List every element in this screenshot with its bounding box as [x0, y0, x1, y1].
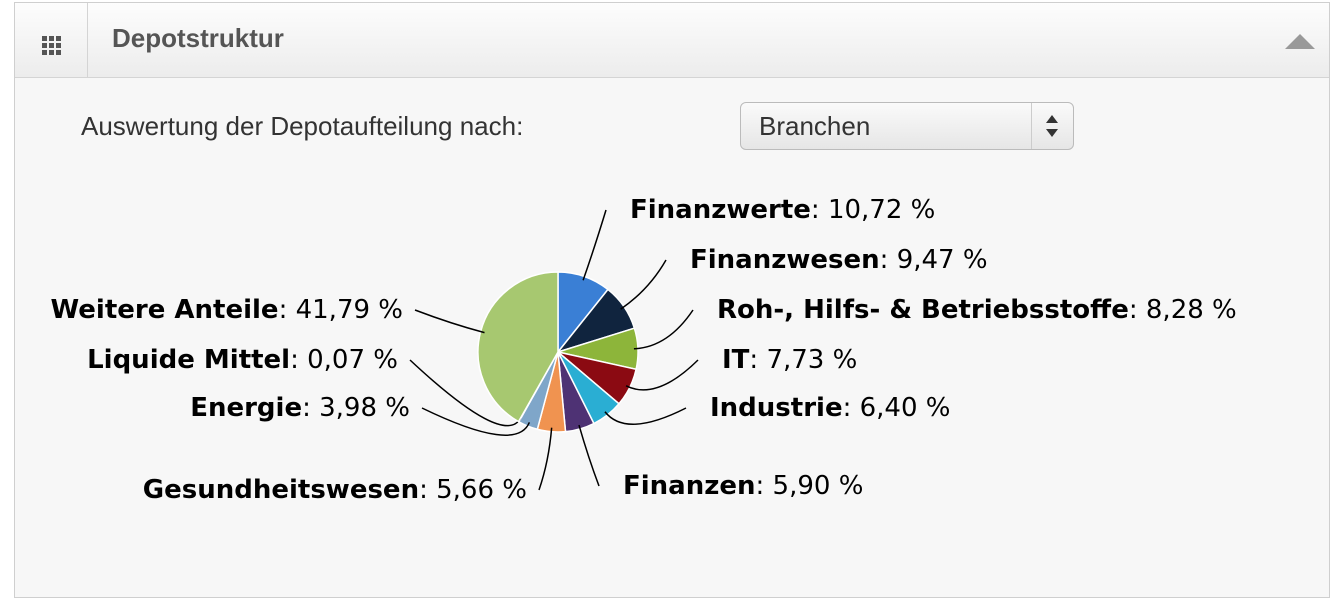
slice-label: Energie: 3,98 %	[190, 393, 410, 423]
slice-separator: :	[302, 393, 319, 423]
connector	[578, 424, 600, 487]
slice-label: IT: 7,73 %	[722, 345, 857, 375]
connector	[582, 209, 607, 281]
slice-label: Finanzwesen: 9,47 %	[690, 245, 988, 275]
connector	[421, 407, 531, 436]
slice-name: Weitere Anteile	[51, 295, 279, 325]
slice-separator: :	[279, 295, 296, 325]
slice-separator: :	[811, 195, 828, 225]
slice-name: Finanzwerte	[630, 195, 811, 225]
slice-value: 6,40 %	[860, 393, 951, 423]
slice-label: Finanzen: 5,90 %	[623, 471, 863, 501]
slice-value: 5,66 %	[436, 475, 527, 505]
slice-name: Roh-, Hilfs- & Betriebsstoffe	[717, 295, 1129, 325]
slice-separator: :	[843, 393, 860, 423]
slice-name: Finanzwesen	[690, 245, 880, 275]
select-divider	[1031, 103, 1032, 149]
form-label: Auswertung der Depotaufteilung nach:	[81, 111, 524, 141]
connector	[538, 427, 553, 491]
slice-value: 10,72 %	[828, 195, 935, 225]
slice-value: 3,98 %	[319, 393, 410, 423]
slice-value: 0,07 %	[307, 345, 398, 375]
slice-name: Gesundheitswesen	[143, 475, 419, 505]
slice-name: Finanzen	[623, 471, 756, 501]
connector	[409, 359, 522, 427]
panel: Depotstruktur Auswertung der Depotauftei…	[14, 2, 1330, 598]
slice-separator: :	[749, 345, 766, 375]
slice-separator: :	[290, 345, 307, 375]
slice-label: Weitere Anteile: 41,79 %	[51, 295, 403, 325]
slice-label: Finanzwerte: 10,72 %	[630, 195, 935, 225]
select-value: Branchen	[759, 111, 871, 141]
slice-value: 7,73 %	[766, 345, 857, 375]
connector	[620, 259, 667, 310]
slice-label: Liquide Mittel: 0,07 %	[87, 345, 398, 375]
slice-separator: :	[756, 471, 773, 501]
collapse-button[interactable]	[1283, 31, 1317, 51]
slice-separator: :	[419, 475, 436, 505]
slice-value: 41,79 %	[296, 295, 403, 325]
slice-name: Energie	[190, 393, 302, 423]
select[interactable]: Branchen	[740, 102, 1074, 150]
connector	[625, 359, 699, 391]
slice-label: Roh-, Hilfs- & Betriebsstoffe: 8,28 %	[717, 295, 1237, 325]
slice-separator: :	[1129, 295, 1146, 325]
slice-separator: :	[880, 245, 897, 275]
connector	[604, 407, 687, 425]
slice-value: 9,47 %	[897, 245, 988, 275]
select-arrows	[1046, 115, 1058, 137]
grid-icon[interactable]	[15, 3, 88, 77]
slice-label: Industrie: 6,40 %	[710, 393, 950, 423]
slice-value: 8,28 %	[1146, 295, 1237, 325]
slice-value: 5,90 %	[773, 471, 864, 501]
panel-title: Depotstruktur	[112, 23, 284, 53]
slice-label: Gesundheitswesen: 5,66 %	[143, 475, 527, 505]
slice-name: Liquide Mittel	[87, 345, 290, 375]
slice-name: IT	[722, 345, 750, 375]
connector	[414, 309, 485, 334]
panel-header: Depotstruktur	[15, 3, 1329, 78]
slice-name: Industrie	[710, 393, 843, 423]
connector	[633, 309, 694, 350]
